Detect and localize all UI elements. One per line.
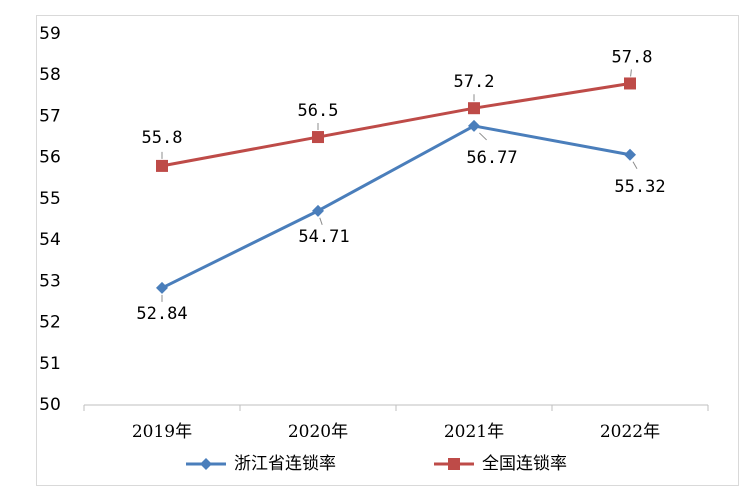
data-labels: 52.84 54.71 56.77 55.32 55.8 56.5 57.2 57.8 bbox=[136, 47, 665, 323]
data-label: 52.84 bbox=[136, 304, 187, 324]
data-point-diamond bbox=[468, 119, 480, 132]
data-label: 55.32 bbox=[614, 177, 665, 197]
legend-marker-diamond bbox=[200, 458, 212, 470]
data-point-square bbox=[312, 131, 324, 144]
data-point-square bbox=[156, 159, 168, 172]
leader-line bbox=[630, 69, 632, 77]
x-tick-label: 2020年 bbox=[288, 422, 348, 442]
data-label: 55.8 bbox=[142, 128, 183, 148]
data-label: 57.8 bbox=[612, 47, 653, 67]
x-axis: 2019年 2020年 2021年 2022年 bbox=[83, 405, 709, 442]
leader-line bbox=[479, 132, 487, 141]
data-point-diamond bbox=[624, 148, 636, 161]
y-tick-label: 56 bbox=[39, 148, 61, 168]
y-tick-label: 55 bbox=[39, 189, 61, 209]
series-line-1 bbox=[161, 124, 631, 290]
data-label: 56.77 bbox=[466, 148, 517, 168]
y-tick-label: 57 bbox=[39, 106, 61, 126]
data-point-square bbox=[624, 77, 636, 90]
chart-frame bbox=[36, 15, 739, 486]
y-tick-label: 50 bbox=[39, 395, 61, 415]
y-tick-label: 58 bbox=[39, 65, 61, 85]
data-point-diamond bbox=[312, 204, 324, 217]
legend: 浙江省连锁率 全国连锁率 bbox=[186, 454, 567, 474]
legend-label-2: 全国连锁率 bbox=[482, 454, 567, 474]
data-point-diamond bbox=[156, 281, 168, 294]
y-tick-label: 51 bbox=[39, 354, 61, 374]
y-tick-label: 53 bbox=[39, 271, 61, 291]
leader-line bbox=[632, 161, 638, 170]
x-tick-label: 2019年 bbox=[132, 422, 192, 442]
data-point-square bbox=[468, 102, 480, 115]
y-tick-label: 54 bbox=[39, 230, 61, 250]
leader-line bbox=[319, 217, 323, 226]
y-tick-label: 59 bbox=[39, 24, 61, 44]
x-tick-label: 2022年 bbox=[600, 422, 660, 442]
data-label: 57.2 bbox=[454, 72, 495, 92]
legend-marker-square bbox=[448, 458, 460, 470]
x-tick-label: 2021年 bbox=[444, 422, 504, 442]
data-label: 54.71 bbox=[298, 227, 349, 247]
data-label: 56.5 bbox=[298, 101, 339, 121]
legend-label-1: 浙江省连锁率 bbox=[234, 454, 336, 474]
series-line-2 bbox=[161, 81, 631, 168]
y-tick-label: 52 bbox=[39, 313, 61, 333]
plot-area bbox=[156, 77, 636, 294]
y-axis: 50 51 52 53 54 55 56 57 58 59 bbox=[39, 24, 61, 415]
